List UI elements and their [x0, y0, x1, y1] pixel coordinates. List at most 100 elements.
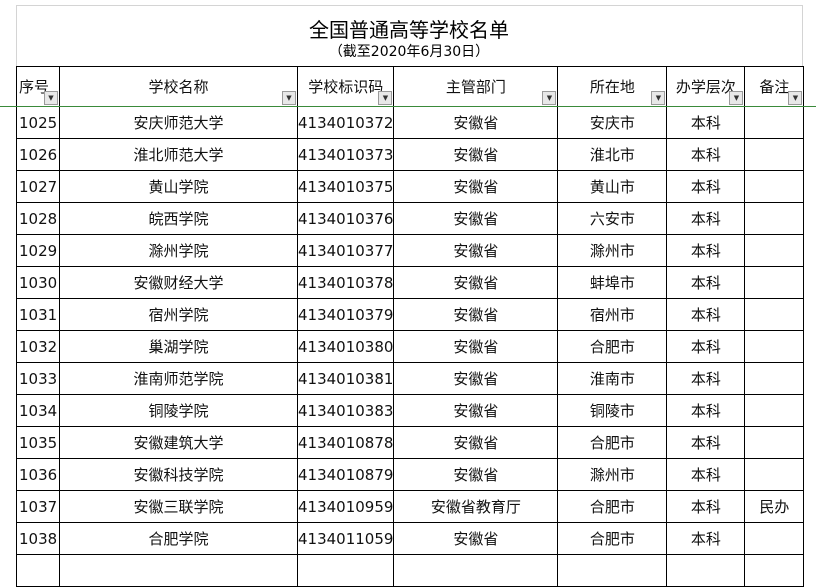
- table-cell[interactable]: [393, 554, 559, 587]
- table-cell[interactable]: 安徽省教育厅: [393, 490, 559, 523]
- table-cell[interactable]: [744, 394, 805, 427]
- table-cell[interactable]: 滁州学院: [59, 234, 298, 267]
- table-cell[interactable]: 安徽科技学院: [59, 458, 298, 491]
- table-cell[interactable]: 1031: [16, 298, 60, 331]
- table-cell[interactable]: 安徽省: [393, 170, 559, 203]
- table-cell[interactable]: 滁州市: [557, 458, 668, 491]
- table-cell[interactable]: 安徽省: [393, 202, 559, 235]
- table-cell[interactable]: 宿州学院: [59, 298, 298, 331]
- table-cell[interactable]: 本科: [666, 266, 746, 299]
- filter-dropdown-icon[interactable]: ▼: [44, 91, 58, 105]
- table-cell[interactable]: 淮南市: [557, 362, 668, 395]
- table-cell[interactable]: [744, 106, 805, 139]
- table-cell[interactable]: 1034: [16, 394, 60, 427]
- table-cell[interactable]: 安徽省: [393, 298, 559, 331]
- table-cell[interactable]: 1035: [16, 426, 60, 459]
- table-cell[interactable]: 1027: [16, 170, 60, 203]
- table-cell[interactable]: 4134010380: [296, 330, 395, 363]
- table-cell[interactable]: 安徽省: [393, 266, 559, 299]
- table-cell[interactable]: 1029: [16, 234, 60, 267]
- table-cell[interactable]: 淮南师范学院: [59, 362, 298, 395]
- table-cell[interactable]: 巢湖学院: [59, 330, 298, 363]
- table-cell[interactable]: 4134010376: [296, 202, 395, 235]
- table-cell[interactable]: 黄山市: [557, 170, 668, 203]
- table-cell[interactable]: 4134010377: [296, 234, 395, 267]
- table-cell[interactable]: [744, 330, 805, 363]
- table-cell[interactable]: [744, 234, 805, 267]
- table-cell[interactable]: 合肥市: [557, 522, 668, 555]
- table-cell[interactable]: [744, 170, 805, 203]
- table-cell[interactable]: 安徽省: [393, 394, 559, 427]
- table-cell[interactable]: 合肥市: [557, 330, 668, 363]
- table-cell[interactable]: 本科: [666, 426, 746, 459]
- table-cell[interactable]: 4134010372: [296, 106, 395, 139]
- table-cell[interactable]: 本科: [666, 330, 746, 363]
- table-cell[interactable]: [744, 458, 805, 491]
- table-cell[interactable]: 1032: [16, 330, 60, 363]
- table-cell[interactable]: [744, 138, 805, 171]
- table-cell[interactable]: 安徽省: [393, 426, 559, 459]
- table-cell[interactable]: [59, 554, 298, 587]
- table-cell[interactable]: [744, 554, 805, 587]
- table-cell[interactable]: 本科: [666, 106, 746, 139]
- table-cell[interactable]: 4134010879: [296, 458, 395, 491]
- filter-dropdown-icon[interactable]: ▼: [282, 91, 296, 105]
- table-cell[interactable]: 1026: [16, 138, 60, 171]
- table-cell[interactable]: 本科: [666, 170, 746, 203]
- table-cell[interactable]: 本科: [666, 490, 746, 523]
- table-cell[interactable]: 1038: [16, 522, 60, 555]
- table-cell[interactable]: 淮北师范大学: [59, 138, 298, 171]
- table-cell[interactable]: 4134010378: [296, 266, 395, 299]
- table-cell[interactable]: 1030: [16, 266, 60, 299]
- table-cell[interactable]: 安徽财经大学: [59, 266, 298, 299]
- table-cell[interactable]: 安徽省: [393, 522, 559, 555]
- table-cell[interactable]: 本科: [666, 298, 746, 331]
- table-cell[interactable]: 安徽建筑大学: [59, 426, 298, 459]
- table-cell[interactable]: 本科: [666, 458, 746, 491]
- table-cell[interactable]: 4134010878: [296, 426, 395, 459]
- table-cell[interactable]: 本科: [666, 138, 746, 171]
- table-cell[interactable]: 安徽省: [393, 330, 559, 363]
- table-cell[interactable]: 4134011059: [296, 522, 395, 555]
- table-cell[interactable]: 合肥市: [557, 426, 668, 459]
- filter-dropdown-icon[interactable]: ▼: [729, 91, 744, 105]
- table-cell[interactable]: 安徽省: [393, 106, 559, 139]
- table-cell[interactable]: 合肥市: [557, 490, 668, 523]
- table-cell[interactable]: [16, 554, 60, 587]
- table-cell[interactable]: 安庆市: [557, 106, 668, 139]
- table-cell[interactable]: [744, 266, 805, 299]
- table-cell[interactable]: 安徽省: [393, 458, 559, 491]
- table-cell[interactable]: 蚌埠市: [557, 266, 668, 299]
- table-cell[interactable]: [744, 362, 805, 395]
- table-cell[interactable]: 4134010379: [296, 298, 395, 331]
- table-cell[interactable]: 1033: [16, 362, 60, 395]
- table-cell[interactable]: 安庆师范大学: [59, 106, 298, 139]
- table-cell[interactable]: 4134010373: [296, 138, 395, 171]
- table-cell[interactable]: [296, 554, 395, 587]
- filter-dropdown-icon[interactable]: ▼: [788, 91, 803, 105]
- table-cell[interactable]: 民办: [744, 490, 805, 523]
- table-cell[interactable]: 安徽三联学院: [59, 490, 298, 523]
- table-cell[interactable]: 铜陵市: [557, 394, 668, 427]
- filter-dropdown-icon[interactable]: ▼: [378, 91, 393, 105]
- table-cell[interactable]: [557, 554, 668, 587]
- table-cell[interactable]: [666, 554, 746, 587]
- table-cell[interactable]: 本科: [666, 394, 746, 427]
- table-cell[interactable]: 1036: [16, 458, 60, 491]
- table-cell[interactable]: 本科: [666, 234, 746, 267]
- table-cell[interactable]: 安徽省: [393, 362, 559, 395]
- table-cell[interactable]: 六安市: [557, 202, 668, 235]
- table-cell[interactable]: [744, 426, 805, 459]
- table-cell[interactable]: 1037: [16, 490, 60, 523]
- table-cell[interactable]: 宿州市: [557, 298, 668, 331]
- table-cell[interactable]: 合肥学院: [59, 522, 298, 555]
- table-cell[interactable]: 4134010383: [296, 394, 395, 427]
- table-cell[interactable]: 4134010959: [296, 490, 395, 523]
- table-cell[interactable]: 本科: [666, 362, 746, 395]
- table-cell[interactable]: 黄山学院: [59, 170, 298, 203]
- table-cell[interactable]: 1025: [16, 106, 60, 139]
- table-cell[interactable]: [744, 202, 805, 235]
- table-cell[interactable]: 皖西学院: [59, 202, 298, 235]
- table-cell[interactable]: 安徽省: [393, 138, 559, 171]
- table-cell[interactable]: 安徽省: [393, 234, 559, 267]
